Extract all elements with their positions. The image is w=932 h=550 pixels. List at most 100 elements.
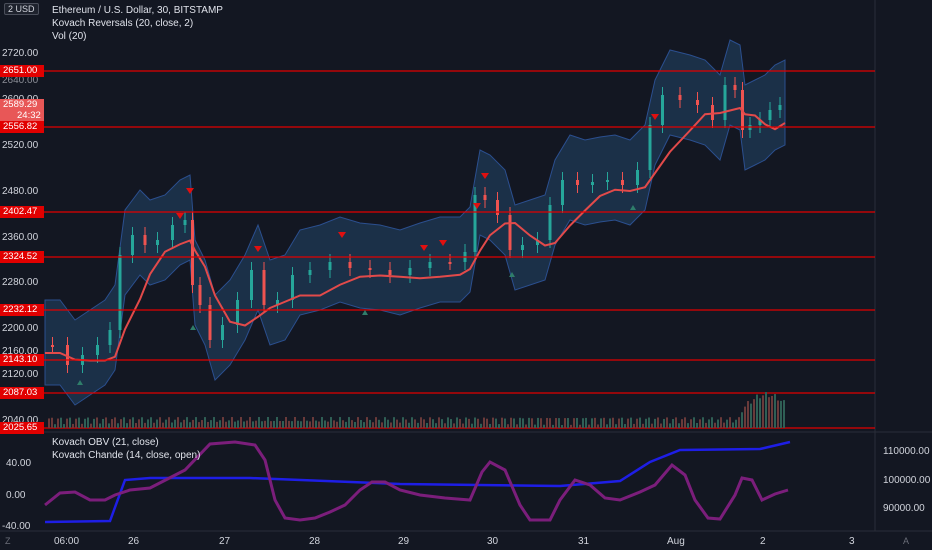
volume-bar [408, 422, 410, 428]
volume-bar [555, 418, 557, 428]
volume-bar [225, 421, 227, 428]
volume-bar [90, 423, 92, 428]
auto-scale-button[interactable]: A [903, 536, 910, 546]
volume-bar [684, 417, 686, 428]
candle-body [778, 105, 782, 110]
volume-bar [279, 421, 281, 428]
indicator-kovach-chande[interactable]: Kovach Chande (14, close, open) [52, 450, 201, 461]
level-tag: 2402.47 [0, 206, 44, 218]
volume-bar [444, 423, 446, 428]
candle-body [561, 180, 564, 205]
obv-line [44, 440, 791, 524]
volume-bar [648, 417, 650, 428]
current-price-countdown: 24:32 [17, 110, 41, 121]
volume-bar [702, 417, 704, 428]
time-tick: 27 [219, 536, 231, 547]
volume-bar [564, 418, 566, 428]
volume-bar [636, 418, 638, 428]
time-tick: 29 [398, 536, 410, 547]
volume-bar [255, 420, 257, 428]
volume-bar [216, 421, 218, 428]
volume-bar [489, 423, 491, 428]
volume-bar [249, 417, 251, 428]
indicator-volume[interactable]: Vol (20) [52, 31, 87, 42]
volume-bar [339, 417, 341, 428]
volume-bar [354, 421, 356, 428]
volume-bar [111, 419, 113, 428]
volume-bar [519, 417, 521, 428]
volume-bar [621, 417, 623, 428]
volume-bar [135, 423, 137, 428]
volume-bar [420, 417, 422, 428]
volume-bar [210, 420, 212, 428]
volume-bar [474, 417, 476, 428]
volume-bar [762, 395, 764, 428]
volume-bar [366, 417, 368, 428]
price-tick: 2480.00 [2, 186, 39, 197]
candle-body [733, 85, 737, 90]
volume-bar [588, 424, 590, 428]
volume-bar [687, 423, 689, 428]
volume-bar [705, 422, 707, 428]
candle-body [262, 270, 266, 305]
volume-bar [174, 419, 176, 428]
symbol-title: Ethereum / U.S. Dollar, 30, BITSTAMP [52, 5, 223, 16]
volume-bar [363, 422, 365, 428]
volume-bar [153, 422, 155, 428]
osc-tick: 0.00 [6, 490, 26, 501]
volume-bar [165, 419, 167, 428]
volume-bar [105, 417, 107, 428]
current-price-value: 2589.29 [3, 99, 38, 110]
price-tick: 2640.00 [2, 75, 39, 86]
volume-bar [438, 417, 440, 428]
volume-bar [606, 424, 608, 428]
candle-body [723, 85, 727, 120]
volume-bar [591, 418, 593, 428]
volume-bar [546, 417, 548, 428]
candle-body [291, 275, 294, 300]
volume-bar [297, 420, 299, 428]
volume-bar [333, 420, 335, 428]
volume-bar [51, 417, 53, 428]
volume-bar [480, 423, 482, 428]
candle-body [473, 195, 477, 252]
currency-button[interactable]: 2 USD [4, 3, 39, 15]
volume-bar [360, 420, 362, 428]
zoom-button[interactable]: Z [5, 536, 11, 546]
volume-bar [681, 419, 683, 428]
volume-bar [600, 418, 602, 428]
indicator-kovach-reversals[interactable]: Kovach Reversals (20, close, 2) [52, 18, 194, 29]
volume-bar [66, 418, 68, 428]
volume-bar [783, 400, 785, 428]
volume-bar [288, 420, 290, 428]
volume-bar [612, 417, 614, 428]
indicator-kovach-obv[interactable]: Kovach OBV (21, close) [52, 437, 159, 448]
volume-bar [384, 417, 386, 428]
volume-bar [399, 422, 401, 428]
time-tick: 28 [309, 536, 321, 547]
volume-bar [669, 423, 671, 428]
volume-bar [771, 395, 773, 428]
reversal-down-marker [186, 188, 194, 194]
volume-bar [417, 422, 419, 428]
volume-bar [678, 423, 680, 428]
volume-bar [576, 417, 578, 428]
price-tick: 2040.00 [2, 415, 39, 426]
volume-bar [60, 417, 62, 428]
candle-body [428, 262, 432, 268]
volume-bar [579, 424, 581, 428]
volume-bar [150, 417, 152, 428]
volume-bar [237, 420, 239, 428]
candle-body [621, 180, 624, 185]
volume-bar [777, 400, 779, 428]
volume-bar [501, 417, 503, 428]
volume-bar [381, 422, 383, 428]
volume-bar [252, 421, 254, 428]
volume-bar [441, 419, 443, 428]
reversal-down-marker [473, 203, 481, 209]
volume-bar [327, 421, 329, 428]
volume-bar [477, 418, 479, 428]
volume-bar [426, 423, 428, 428]
volume-bar [594, 417, 596, 428]
